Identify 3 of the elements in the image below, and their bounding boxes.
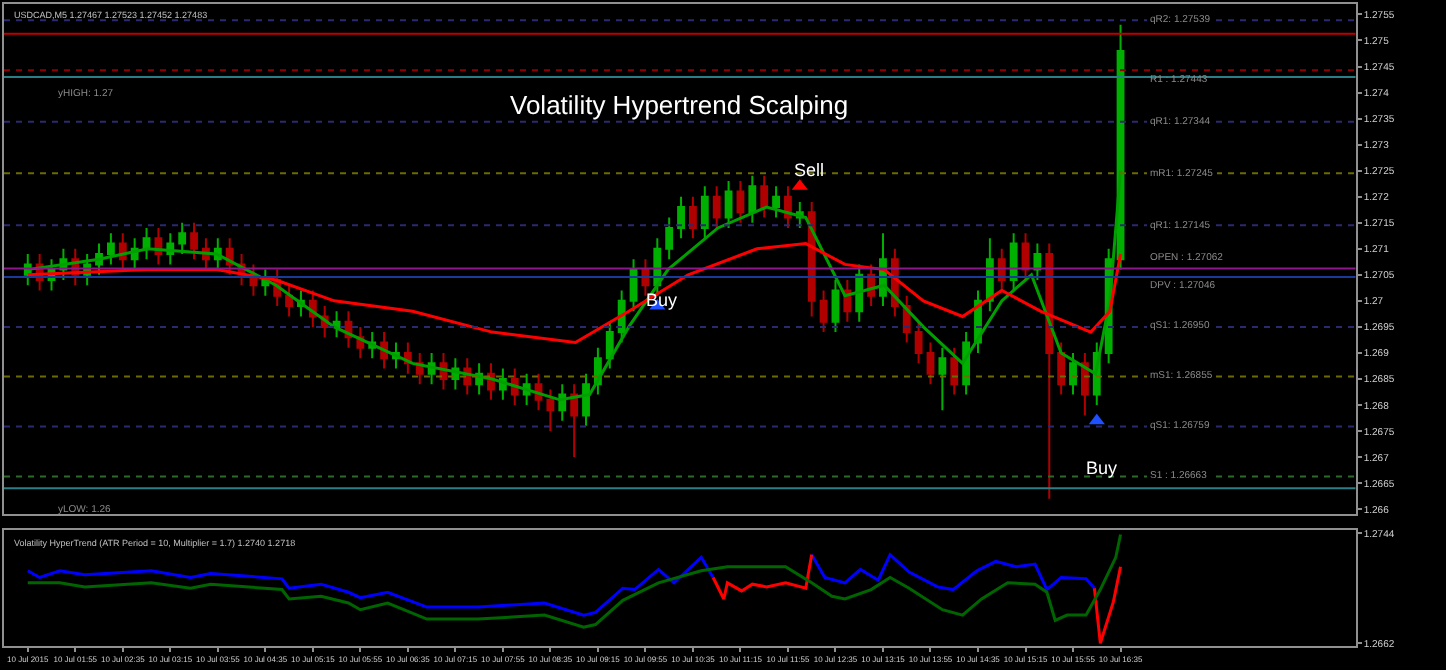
annotation: Sell (794, 160, 825, 180)
annotation: Buy (1086, 458, 1119, 478)
text: Volatility Hypertrend Scalping (510, 90, 849, 120)
